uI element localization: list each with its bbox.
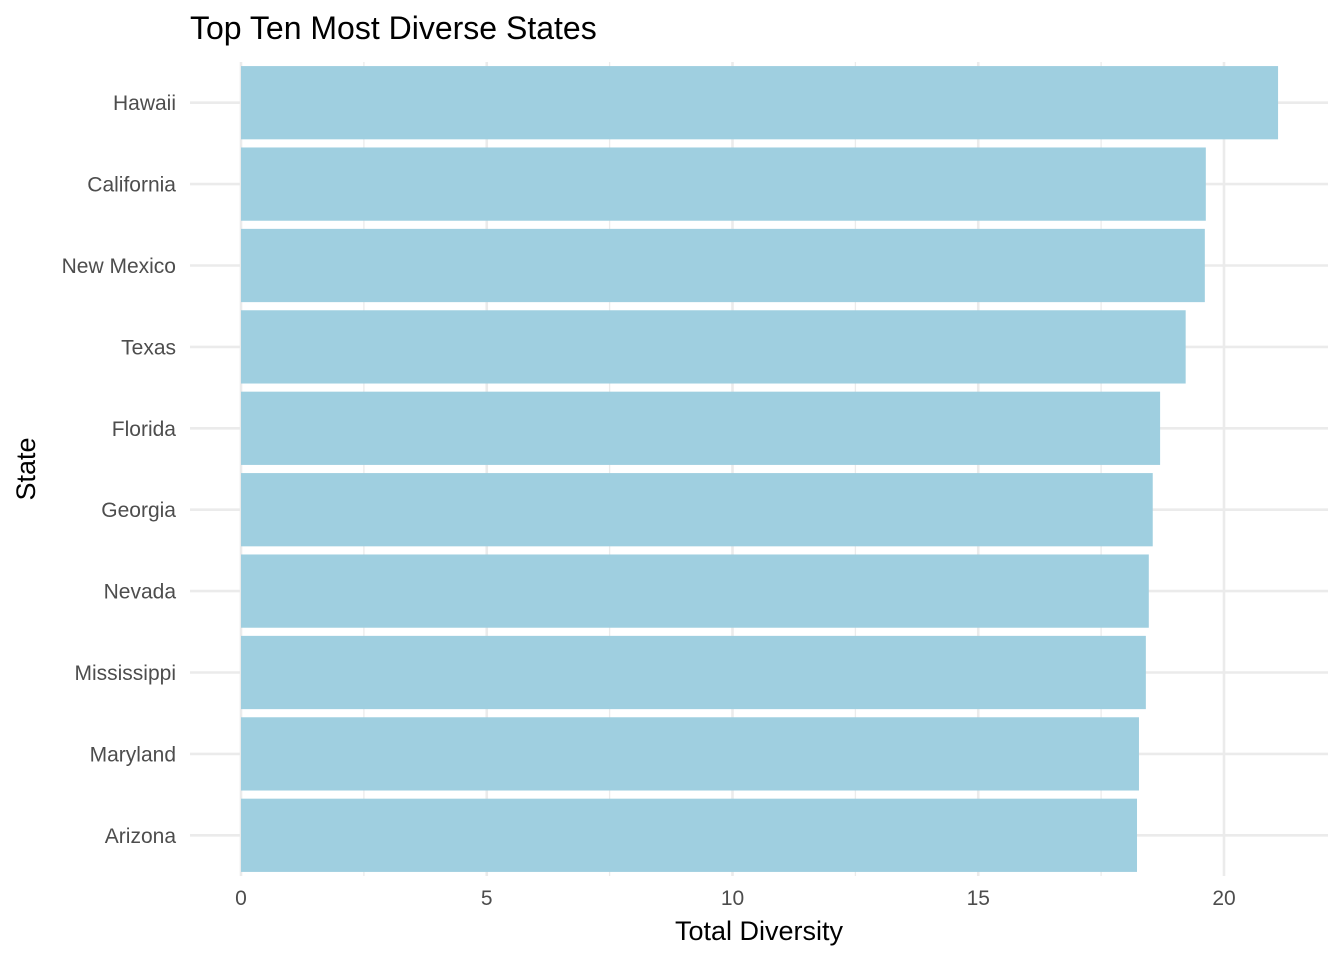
- x-tick-label: 5: [481, 887, 493, 910]
- bar-mississippi: [241, 635, 1146, 710]
- y-tick-label: California: [87, 174, 176, 197]
- y-tick-label: Maryland: [90, 743, 176, 766]
- y-tick-label: Nevada: [104, 581, 177, 604]
- x-tick-labels: 0 5 10 15 20: [235, 887, 1236, 910]
- x-tick-label: 0: [235, 887, 247, 910]
- bar-new-mexico: [241, 228, 1205, 303]
- bars: [241, 66, 1279, 872]
- y-tick-label: New Mexico: [62, 255, 176, 278]
- y-tick-label: Arizona: [105, 825, 177, 848]
- bar-texas: [241, 310, 1186, 384]
- y-tick-label: Mississippi: [74, 662, 176, 685]
- y-axis-title: State: [11, 437, 41, 500]
- bar-nevada: [241, 554, 1149, 628]
- x-tick-label: 10: [721, 887, 744, 910]
- x-tick-label: 15: [967, 887, 990, 910]
- y-tick-label: Texas: [121, 336, 176, 359]
- bar-maryland: [241, 717, 1139, 791]
- bar-california: [241, 147, 1206, 221]
- bar-arizona: [241, 798, 1138, 872]
- y-tick-labels: Hawaii California New Mexico Texas Florida Ge…: [62, 92, 177, 848]
- x-tick-label: 20: [1212, 887, 1235, 910]
- y-tick-label: Florida: [112, 418, 177, 441]
- y-tick-label: Georgia: [101, 499, 176, 522]
- chart-title: Top Ten Most Diverse States: [190, 10, 597, 46]
- x-axis-title: Total Diversity: [675, 916, 844, 946]
- bar-florida: [241, 391, 1161, 465]
- bar-georgia: [241, 473, 1153, 547]
- y-tick-label: Hawaii: [113, 92, 176, 115]
- bar-hawaii: [241, 66, 1279, 140]
